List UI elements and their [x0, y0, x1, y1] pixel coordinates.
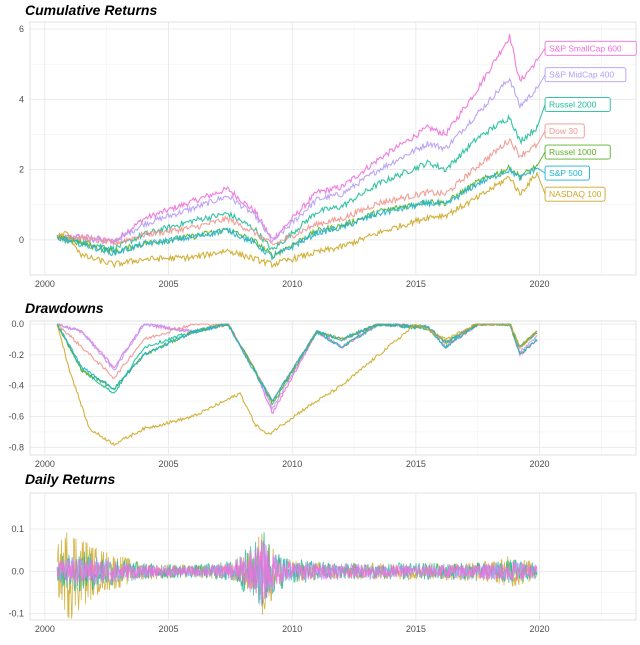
y-tick-label: 2	[19, 165, 24, 175]
x-tick-label: 2000	[35, 459, 55, 469]
y-tick-label: 4	[19, 94, 24, 104]
y-tick-label: 0.1	[11, 524, 24, 534]
y-tick-label: 0.0	[11, 319, 24, 329]
label-leader	[536, 104, 546, 128]
label-leader	[536, 74, 546, 89]
series-line	[56, 33, 538, 246]
x-tick-label: 2020	[530, 459, 550, 469]
label-box	[544, 97, 611, 113]
x-tick-label: 2020	[530, 279, 550, 289]
series-line	[57, 171, 538, 269]
series-label: S&P 500	[549, 168, 583, 178]
series-label: NASDAQ 100	[549, 189, 602, 199]
y-tick-label: -0.6	[8, 411, 24, 421]
panel-title: Drawdowns	[25, 300, 104, 316]
x-tick-label: 2015	[406, 459, 426, 469]
series-line	[56, 77, 538, 245]
series-label: Dow 30	[549, 126, 578, 136]
y-tick-label: -0.4	[8, 381, 24, 391]
panel-title: Daily Returns	[25, 471, 115, 487]
x-tick-label: 2000	[35, 624, 55, 634]
plot-frame	[29, 492, 637, 621]
x-tick-label: 2010	[282, 279, 302, 289]
panel-title: Cumulative Returns	[25, 2, 157, 18]
label-leader	[536, 167, 546, 174]
panel-2: Daily Returns 2000 2005 2010 2015 2020 0.1 0.0 -…	[8, 471, 637, 634]
x-tick-label: 2010	[282, 624, 302, 634]
label-box	[544, 67, 627, 83]
panel-1: Drawdowns 2000 2005 2010 2015 2020 0.0 -0.2 -0.4…	[8, 300, 637, 469]
label-box	[544, 186, 606, 202]
x-tick-label: 2005	[158, 279, 178, 289]
label-box	[544, 123, 585, 139]
x-tick-label: 2010	[282, 459, 302, 469]
series-line	[56, 163, 538, 259]
series-line	[56, 166, 538, 261]
series-line	[56, 539, 538, 601]
x-tick-label: 2000	[35, 279, 55, 289]
series-line	[56, 323, 538, 402]
y-tick-label: -0.1	[8, 609, 24, 619]
series-line	[56, 323, 538, 447]
series-label: S&P MidCap 400	[549, 70, 614, 80]
y-tick-label: 6	[19, 24, 24, 34]
panel-0: Cumulative Returns 2000 2005 2010 2015 2020 0 2…	[19, 2, 637, 289]
y-tick-label: 0.0	[11, 566, 24, 576]
y-tick-label: -0.8	[8, 442, 24, 452]
label-box	[544, 165, 590, 181]
series-line	[56, 138, 538, 247]
x-tick-label: 2015	[406, 624, 426, 634]
y-tick-label: -0.2	[8, 350, 24, 360]
series-line	[56, 113, 538, 253]
label-leader	[536, 130, 546, 146]
series-label: Russel 2000	[549, 100, 597, 110]
label-leader	[536, 172, 546, 195]
y-tick-label: 0	[19, 235, 24, 245]
x-tick-label: 2015	[406, 279, 426, 289]
x-tick-label: 2020	[530, 624, 550, 634]
x-tick-label: 2005	[158, 459, 178, 469]
label-leader	[536, 48, 546, 61]
label-leader	[536, 151, 546, 167]
series-label: Russel 1000	[549, 147, 597, 157]
series-label: S&P SmallCap 600	[549, 43, 622, 53]
label-box	[544, 144, 611, 160]
label-box	[544, 40, 637, 56]
x-tick-label: 2005	[158, 624, 178, 634]
